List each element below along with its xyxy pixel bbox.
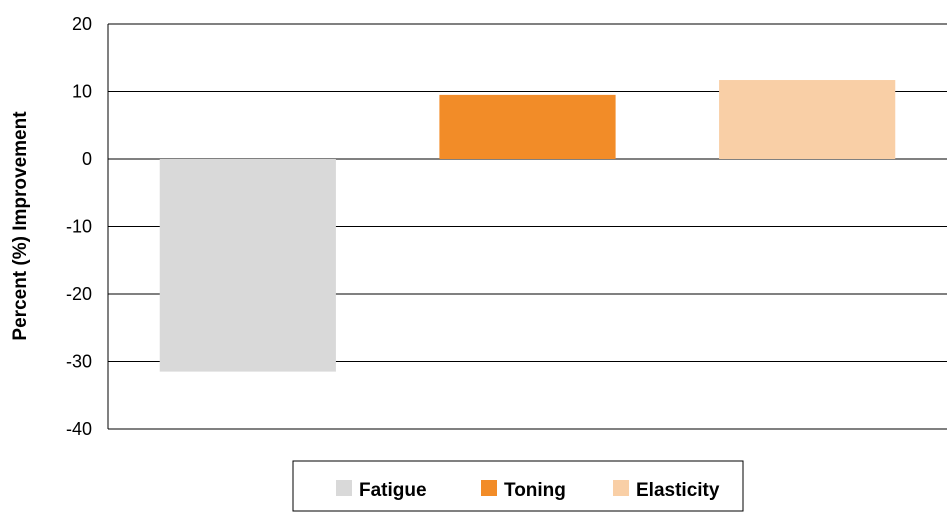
y-tick-label: -10 <box>66 217 92 237</box>
y-axis-ticks: 20 10 0 -10 -20 -30 -40 <box>66 14 92 439</box>
y-tick-label: 0 <box>82 149 92 169</box>
y-tick-label: 20 <box>72 14 92 34</box>
y-tick-label: -20 <box>66 284 92 304</box>
y-tick-label: 10 <box>72 82 92 102</box>
legend-label-elasticity: Elasticity <box>636 480 720 501</box>
bar-toning <box>439 94 616 159</box>
y-tick-label: -40 <box>66 419 92 439</box>
legend-swatch-fatigue <box>336 480 352 496</box>
y-axis-label: Percent (%) Improvement <box>10 111 31 341</box>
bars <box>159 80 896 372</box>
legend-label-toning: Toning <box>504 480 566 501</box>
bar-fatigue <box>159 159 336 372</box>
legend: Fatigue Toning Elasticity <box>292 460 744 512</box>
bar-elasticity <box>719 80 896 159</box>
y-tick-label: -30 <box>66 352 92 372</box>
legend-box <box>292 460 744 512</box>
legend-swatch-toning <box>481 480 497 496</box>
legend-swatch-elasticity <box>613 480 629 496</box>
legend-label-fatigue: Fatigue <box>359 480 427 501</box>
